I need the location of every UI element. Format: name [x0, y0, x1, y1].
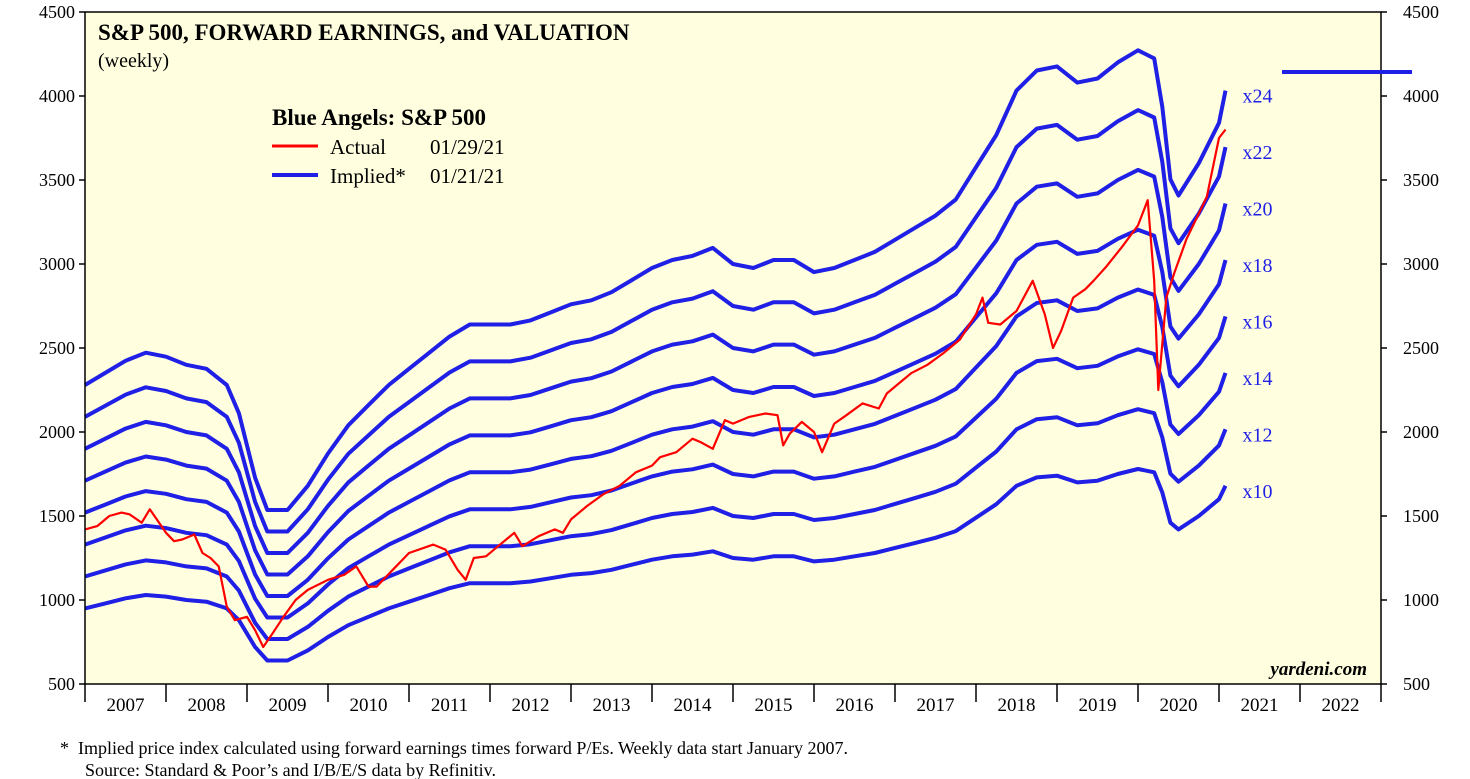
legend-date-implied: 01/21/21	[430, 164, 505, 188]
y-tick-label-left: 500	[48, 674, 75, 694]
multiple-label-x20: x20	[1242, 199, 1272, 221]
watermark: yardeni.com	[1268, 659, 1367, 680]
implied-line-x22	[84, 108, 1228, 534]
x-tick-label: 2009	[269, 695, 307, 716]
x-axis: 2007 2008 2009 2010 2011 2012 2013 2014 2015 2016…	[84, 684, 1382, 716]
y-tick-label-left: 2500	[39, 338, 75, 358]
x-tick-label: 2018	[998, 695, 1036, 716]
implied-line-x16	[84, 287, 1228, 598]
chart-svg: 500 1000 1500 2000 2500 3000 3500 4000 4500 500 1…	[39, 2, 1439, 716]
x-tick-label: 2011	[431, 695, 468, 716]
implied-line-x18	[84, 227, 1228, 577]
y-tick-label-left: 4000	[39, 86, 75, 106]
y-tick-label-right: 500	[1403, 674, 1430, 694]
footnote-implied: * Implied price index calculated using f…	[60, 738, 848, 758]
legend: Blue Angels: S&P 500 Actual 01/29/21 Imp…	[272, 105, 505, 188]
x-tick-label: 2020	[1160, 695, 1198, 716]
multiple-label-x24: x24	[1242, 86, 1272, 108]
footnote-source: Source: Standard & Poor’s and I/B/E/S da…	[85, 760, 496, 779]
y-tick-label-right: 2000	[1403, 422, 1439, 442]
implied-line-x14	[84, 347, 1228, 620]
y-axis-right: 500 1000 1500 2000 2500 3000 3500 4000 4500	[1381, 2, 1439, 694]
y-tick-label-left: 1500	[39, 506, 75, 526]
legend-title: Blue Angels: S&P 500	[272, 105, 486, 130]
multiple-label-x16: x16	[1242, 311, 1272, 333]
y-tick-label-right: 2500	[1403, 338, 1439, 358]
multiple-label-x14: x14	[1242, 368, 1272, 390]
multiple-label-x10: x10	[1242, 481, 1272, 503]
y-tick-label-right: 1500	[1403, 506, 1439, 526]
x-tick-label: 2010	[350, 695, 388, 716]
x-tick-label: 2016	[836, 695, 874, 716]
multiple-label-x12: x12	[1242, 424, 1272, 446]
y-tick-label-right: 4000	[1403, 86, 1439, 106]
y-tick-label-right: 1000	[1403, 590, 1439, 610]
legend-date-actual: 01/29/21	[430, 135, 505, 159]
chart-title: S&P 500, FORWARD EARNINGS, and VALUATION	[98, 20, 630, 45]
x-tick-label: 2007	[107, 695, 145, 716]
x-tick-label: 2019	[1079, 695, 1117, 716]
y-tick-label-left: 1000	[39, 590, 75, 610]
chart-subtitle: (weekly)	[98, 50, 169, 72]
y-tick-label-left: 3500	[39, 170, 75, 190]
implied-line-x24	[83, 48, 1228, 512]
legend-label-actual: Actual	[330, 135, 386, 159]
multiple-label-x22: x22	[1242, 142, 1272, 164]
implied-line-x20	[84, 167, 1228, 555]
y-tick-label-left: 3000	[39, 254, 75, 274]
multiple-labels-group: x10 x12 x14 x16 x18 x20 x22 x24	[1242, 86, 1272, 503]
x-tick-label: 2014	[674, 695, 713, 716]
x-tick-label: 2017	[917, 695, 955, 716]
y-tick-label-right: 3000	[1403, 254, 1439, 274]
legend-label-implied: Implied*	[330, 164, 406, 188]
y-axis-left: 500 1000 1500 2000 2500 3000 3500 4000 4500	[39, 2, 85, 694]
y-tick-label-right: 4500	[1403, 2, 1439, 22]
implied-line-x12	[84, 407, 1228, 641]
implied-lines-group	[83, 48, 1228, 663]
implied-line-x10	[84, 467, 1228, 663]
actual-line	[84, 128, 1227, 649]
y-tick-label-left: 2000	[39, 422, 75, 442]
multiple-label-x18: x18	[1242, 255, 1272, 277]
x-tick-label: 2022	[1322, 695, 1360, 716]
y-tick-label-right: 3500	[1403, 170, 1439, 190]
x-tick-label: 2012	[512, 695, 550, 716]
x-tick-label: 2015	[755, 695, 793, 716]
actual-line-group	[84, 128, 1227, 649]
x-tick-label: 2021	[1241, 695, 1279, 716]
x-tick-label: 2008	[188, 695, 226, 716]
y-tick-label-left: 4500	[39, 2, 75, 22]
x-tick-label: 2013	[593, 695, 631, 716]
